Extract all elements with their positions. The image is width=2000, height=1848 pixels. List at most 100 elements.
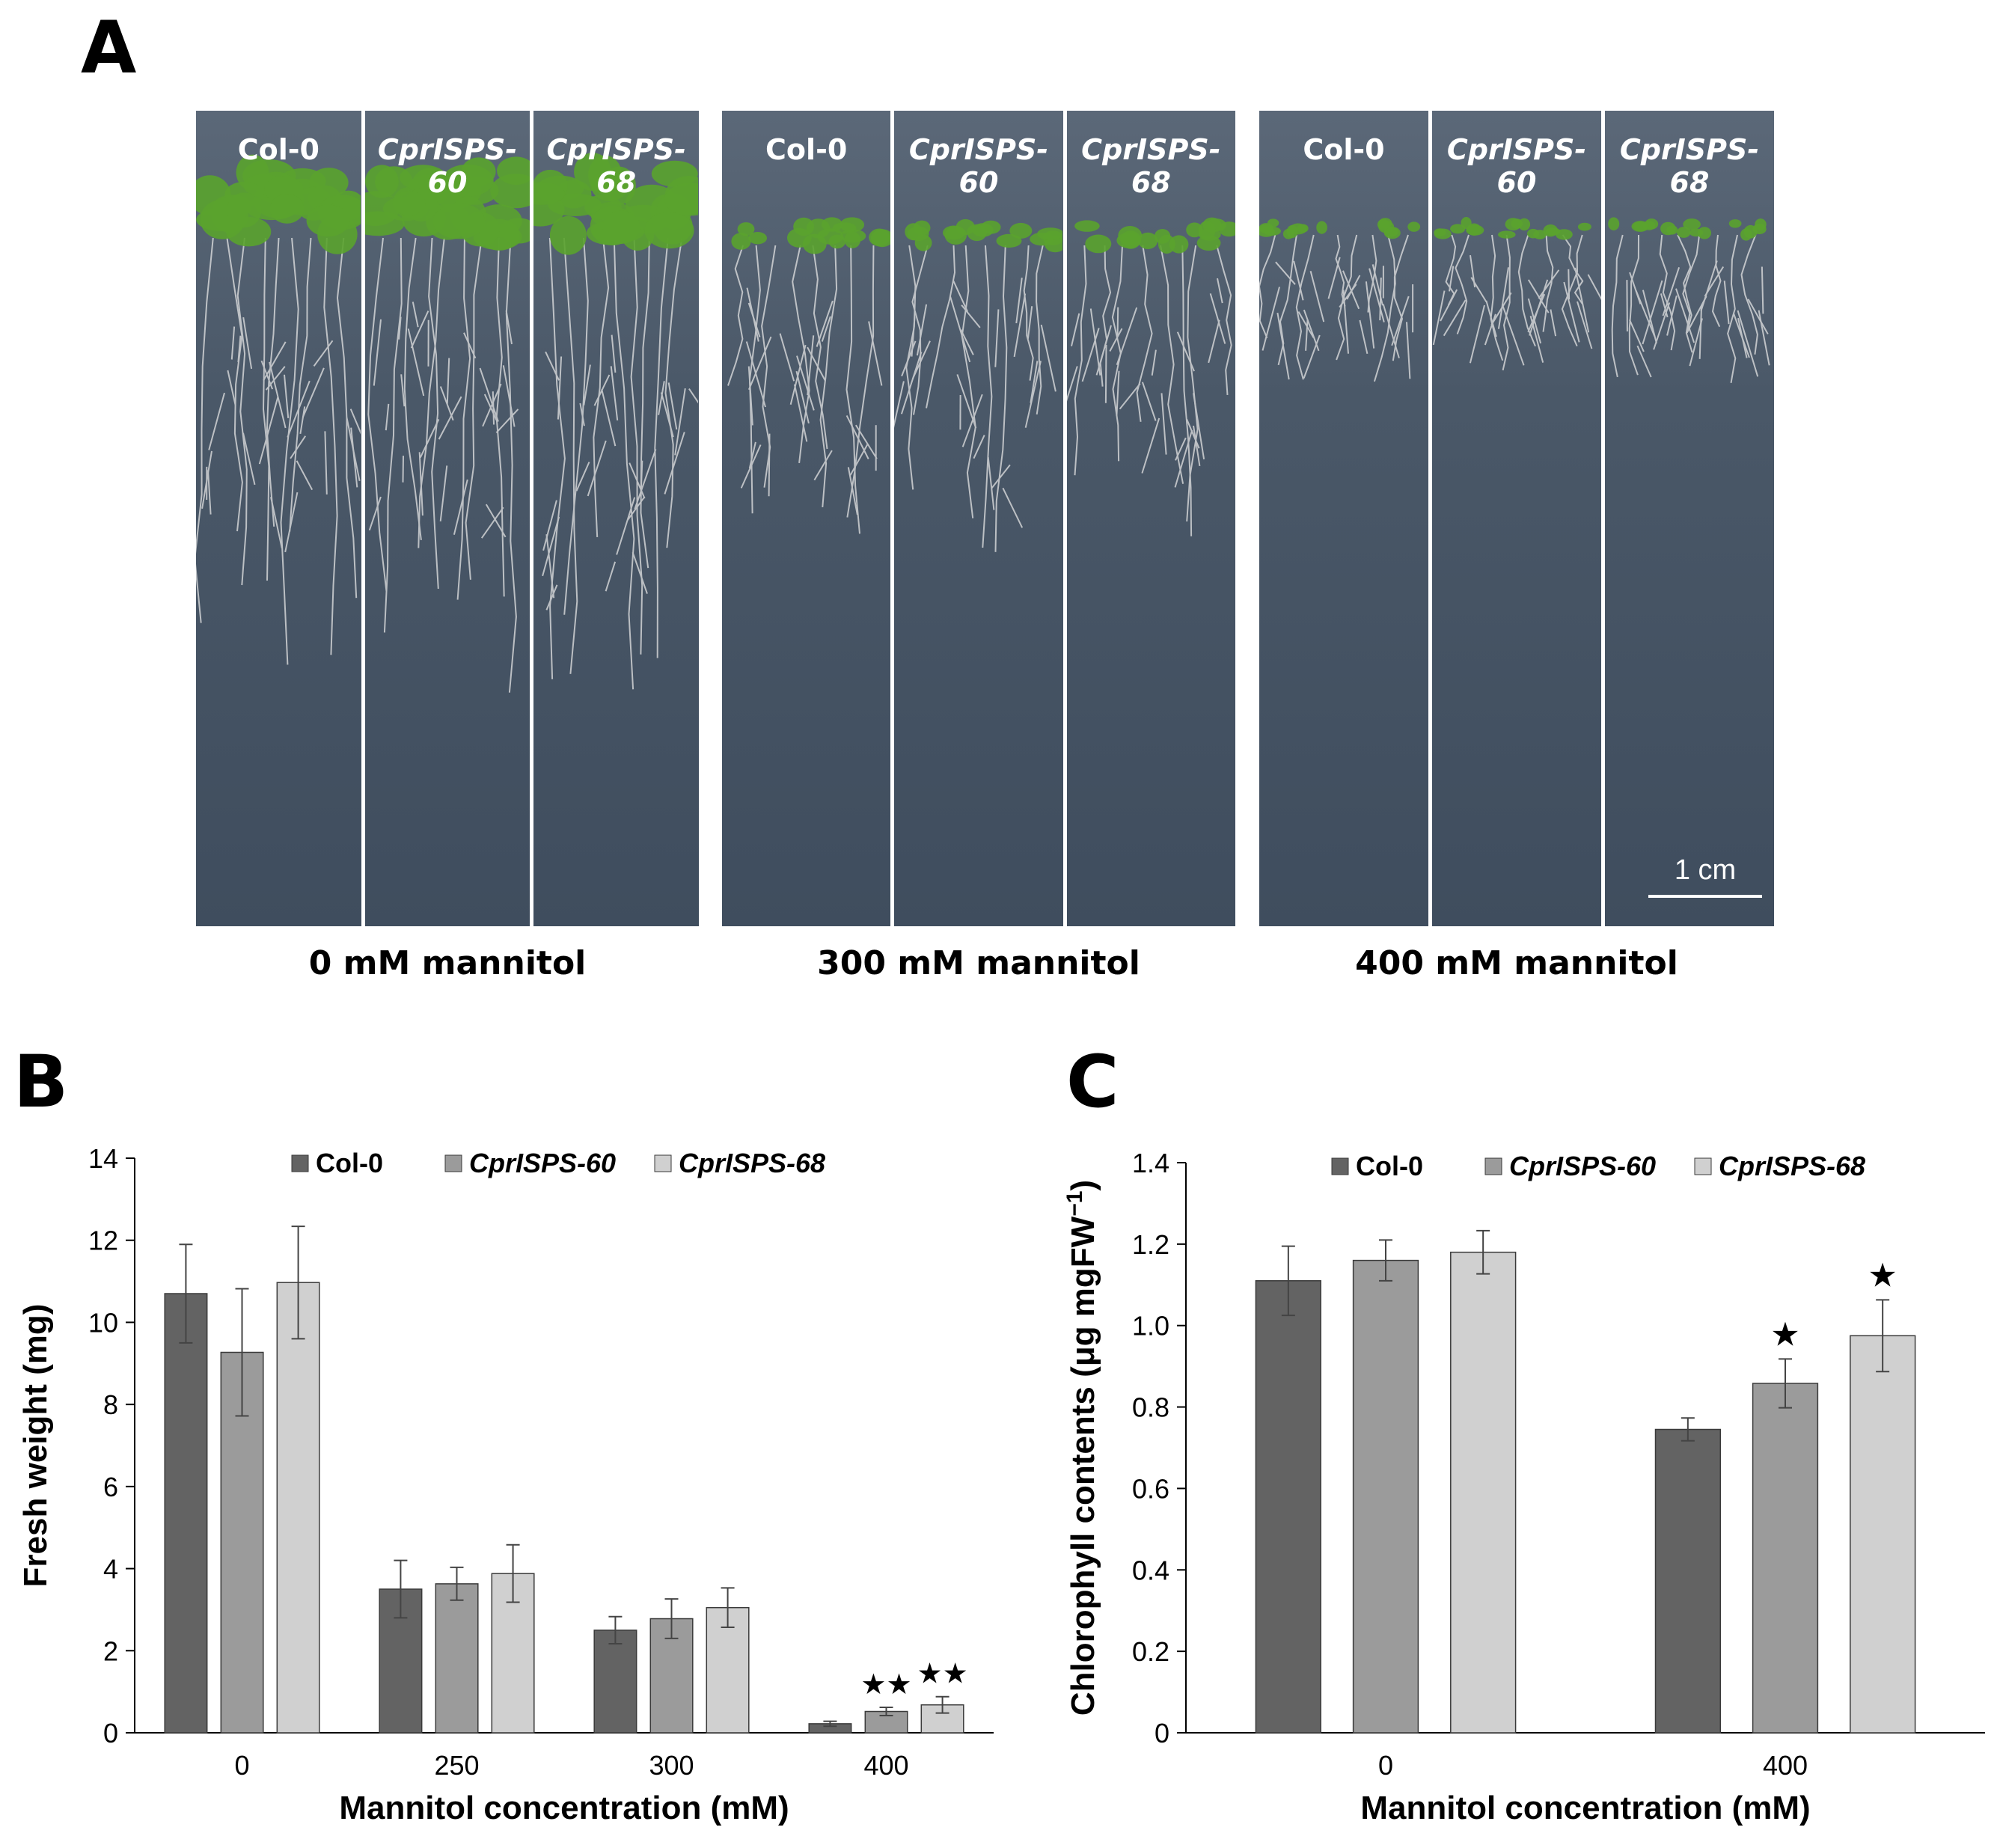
- root: [1185, 245, 1199, 521]
- lateral-root: [1305, 319, 1309, 351]
- leaf: [1666, 225, 1678, 235]
- lateral-root: [1095, 325, 1112, 376]
- strip-label-isps68: CprISPS-68: [1619, 133, 1760, 199]
- lateral-root: [1653, 302, 1671, 350]
- photo-strip: Col-0: [722, 111, 891, 926]
- plate-caption-0mm: 0 mM mannitol: [308, 944, 587, 982]
- y-axis-title: Chlorophyll contents (μg mgFW−1): [1062, 1180, 1102, 1716]
- x-axis-title: Mannitol concentration (mM): [339, 1790, 789, 1826]
- leaf: [533, 182, 566, 205]
- legend-label-cprisps-68: CprISPS-68: [679, 1148, 825, 1178]
- leaf: [731, 233, 751, 250]
- lateral-root: [911, 316, 916, 357]
- lateral-root: [284, 374, 290, 418]
- lateral-root: [1747, 299, 1769, 334]
- lateral-root: [674, 388, 687, 456]
- lateral-root: [1192, 425, 1201, 467]
- plate-0mm: Col-0 CprISPS-60 CprISPS-68: [196, 111, 700, 926]
- y-axis-title: Fresh weight (mg): [17, 1304, 54, 1588]
- y-tick-label: 1.0: [1132, 1311, 1169, 1341]
- plate-caption-400mm: 400 mM mannitol: [1355, 944, 1678, 982]
- x-tick-label: 250: [434, 1750, 479, 1781]
- plate-300mm: Col-0 CprISPS-60 CprISPS-68: [722, 111, 1235, 926]
- legend-swatch-cprisps-68: [1694, 1157, 1712, 1175]
- leaf: [1467, 223, 1481, 236]
- root: [1561, 234, 1583, 346]
- lateral-root: [1141, 382, 1157, 421]
- root: [905, 245, 917, 490]
- lateral-root: [1675, 288, 1695, 343]
- lateral-root: [1116, 307, 1137, 366]
- lateral-root: [302, 367, 325, 418]
- bar-cprisps-68-0: [1450, 1251, 1517, 1734]
- root: [748, 245, 761, 514]
- lateral-root: [1406, 322, 1411, 379]
- lateral-root: [988, 456, 995, 510]
- leaf: [1185, 222, 1203, 238]
- roots: [1432, 234, 1601, 371]
- root: [727, 245, 744, 386]
- lateral-root: [1470, 277, 1487, 303]
- lateral-root: [400, 374, 406, 407]
- leaf: [1677, 227, 1691, 238]
- y-axis-title-superscript: −1: [1062, 1191, 1087, 1217]
- lateral-root: [634, 449, 657, 510]
- root: [792, 245, 810, 464]
- leaf: [1505, 218, 1521, 231]
- lateral-root: [688, 388, 700, 405]
- lateral-root: [1666, 295, 1678, 336]
- lateral-root: [1700, 260, 1718, 312]
- lateral-root: [1563, 281, 1580, 343]
- root: [1277, 234, 1297, 366]
- lateral-root: [269, 361, 287, 429]
- root: [1074, 245, 1087, 476]
- lateral-root: [1490, 292, 1512, 325]
- leaf: [1577, 222, 1591, 231]
- root: [761, 245, 777, 488]
- lateral-root: [640, 460, 643, 497]
- strip-label-isps60: CprISPS-60: [1446, 133, 1587, 199]
- bar-cprisps-60-0: [1352, 1259, 1419, 1734]
- root: [1335, 234, 1346, 307]
- lateral-root: [962, 394, 984, 447]
- strip-label-isps60: CprISPS-60: [377, 133, 518, 199]
- strip-label-col0: Col-0: [237, 133, 319, 166]
- lateral-root: [446, 358, 450, 404]
- roots: [727, 245, 883, 534]
- leaf: [972, 223, 994, 237]
- lateral-root: [1737, 310, 1759, 377]
- root: [266, 237, 280, 527]
- plate-caption-300mm: 300 mM mannitol: [817, 944, 1140, 982]
- y-axis-title-main: Chlorophyll contents (μg mgFW: [1065, 1216, 1101, 1716]
- lateral-root: [1761, 266, 1764, 314]
- bar-cprisps-68-0: [276, 1282, 320, 1734]
- lateral-root: [1207, 319, 1220, 364]
- lateral-root: [779, 333, 795, 382]
- scale-bar-label: 1 cm: [1674, 854, 1737, 886]
- lateral-root: [258, 397, 279, 465]
- root: [664, 237, 683, 548]
- significance-star: ★★: [917, 1659, 968, 1690]
- leaf: [1120, 230, 1141, 249]
- legend-label-cprisps-68: CprISPS-68: [1719, 1151, 1865, 1181]
- legend-label-cprisps-60: CprISPS-60: [1509, 1151, 1656, 1181]
- lateral-root: [668, 382, 678, 430]
- leaf: [828, 234, 846, 249]
- lateral-root: [1628, 319, 1645, 352]
- root: [427, 237, 439, 589]
- lateral-root: [545, 584, 558, 611]
- leaf: [1450, 224, 1466, 234]
- lateral-root: [1141, 417, 1160, 474]
- lateral-root: [1327, 257, 1341, 299]
- lateral-root: [207, 470, 212, 515]
- lateral-root: [407, 328, 424, 397]
- lateral-root: [263, 341, 287, 381]
- lateral-root: [632, 551, 649, 594]
- leaf: [737, 222, 755, 236]
- root: [1392, 234, 1409, 361]
- y-tick-label: 0.6: [1132, 1473, 1169, 1504]
- lateral-root: [1469, 305, 1485, 364]
- bar-col-0-0: [164, 1293, 208, 1734]
- shoots: [196, 154, 361, 254]
- x-tick-label: 300: [649, 1750, 694, 1781]
